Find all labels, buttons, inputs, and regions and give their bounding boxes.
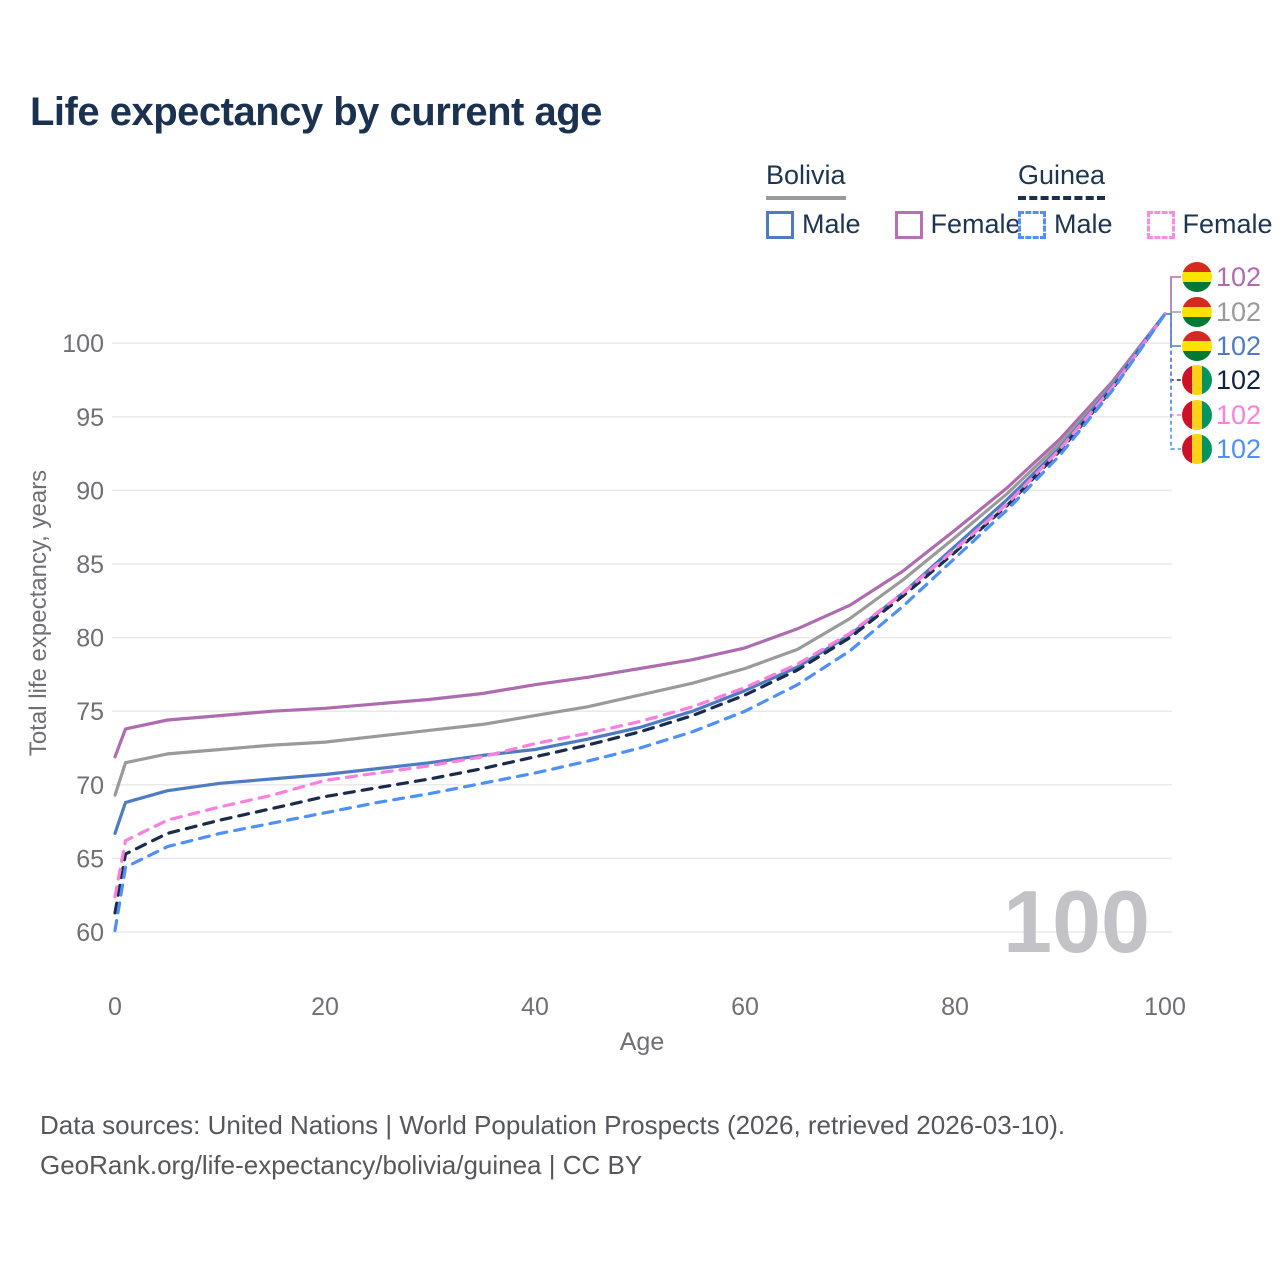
legend-item-guinea-female[interactable]: Female [1146,209,1273,240]
end-value-label-bolivia-both-sexes: 102 [1216,297,1261,327]
current-age-watermark: 100 [1003,872,1150,971]
legend-item-bolivia-male[interactable]: Male [766,209,861,240]
x-axis-title: Age [620,1028,664,1056]
end-label-leader-line [1166,313,1181,381]
bolivia-female-swatch-icon [894,210,923,239]
series-line-guinea-male[interactable] [113,312,1167,933]
x-tick-label: 80 [941,993,969,1021]
legend-item-label: Male [1054,209,1113,239]
series-line-bolivia-male[interactable] [113,312,1167,836]
end-label-leader-line [1166,313,1181,416]
bolivia-flag-icon [1182,262,1212,292]
legend-item-label: Female [1182,209,1273,239]
end-label-leader-line [1166,313,1181,347]
legend-item-label: Male [802,209,861,239]
y-axis-title: Total life expectancy, years [25,470,52,756]
end-value-label-guinea-male: 102 [1216,434,1261,464]
y-tick-label: 85 [76,551,104,579]
end-value-label-bolivia-female: 102 [1216,262,1261,292]
footer-attribution-link: GeoRank.org/life-expectancy/bolivia/guin… [40,1150,643,1180]
end-label-leader-line [1166,276,1181,315]
series-line-bolivia-both-sexes[interactable] [113,312,1167,797]
x-tick-label: 0 [108,993,122,1021]
x-tick-label: 100 [1144,993,1186,1021]
guinea-flag-icon [1182,400,1212,430]
y-tick-label: 80 [76,625,104,653]
x-tick-label: 40 [521,993,549,1021]
series-line-guinea-both-sexes[interactable] [113,312,1167,915]
end-value-label-guinea-both-sexes: 102 [1216,365,1261,395]
footer-data-sources: Data sources: United Nations | World Pop… [40,1110,1066,1140]
series-line-bolivia-female[interactable] [113,312,1167,759]
guinea-male-swatch-icon [1018,210,1046,239]
legend-item-bolivia-female[interactable]: Female [894,209,1021,240]
end-label-leader-line [1166,313,1181,450]
bolivia-flag-icon [1182,297,1212,327]
bolivia-flag-icon [1182,331,1212,361]
y-tick-label: 75 [76,698,104,726]
y-tick-label: 60 [76,919,104,947]
bolivia-male-swatch-icon [766,210,794,239]
y-tick-label: 90 [76,477,104,505]
guinea-female-swatch-icon [1146,210,1175,239]
page-title: Life expectancy by current age [30,90,602,134]
x-tick-label: 20 [311,993,339,1021]
end-value-label-guinea-female: 102 [1216,400,1261,430]
series-line-guinea-female[interactable] [113,312,1167,899]
y-tick-label: 95 [76,404,104,432]
y-tick-label: 100 [62,330,104,358]
legend-group-bolivia: Bolivia Male Female [766,160,1021,240]
legend-item-guinea-male[interactable]: Male [1018,209,1113,240]
guinea-flag-icon [1182,434,1212,464]
guinea-flag-icon [1182,365,1212,395]
legend-item-label: Female [930,209,1021,239]
end-value-label-bolivia-male: 102 [1216,331,1261,361]
y-tick-label: 70 [76,772,104,800]
y-tick-label: 65 [76,845,104,873]
legend-group-guinea: Guinea Male Female [1018,160,1273,240]
legend-header-bolivia[interactable]: Bolivia [766,160,846,200]
legend-header-guinea[interactable]: Guinea [1018,160,1106,200]
x-tick-label: 60 [731,993,759,1021]
